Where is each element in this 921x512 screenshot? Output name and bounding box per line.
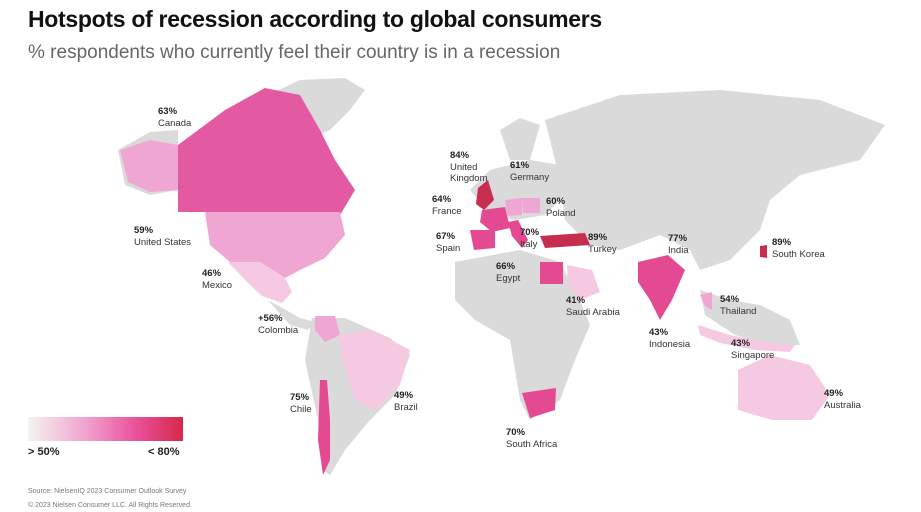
label-india-name: India — [668, 245, 689, 256]
label-poland-pct: 60% — [546, 196, 566, 207]
label-chile-name: Chile — [290, 404, 312, 415]
shape-egypt — [540, 262, 563, 284]
shape-south-korea — [760, 245, 767, 258]
label-france-pct: 64% — [432, 194, 452, 205]
asia — [545, 90, 885, 270]
legend-min-label: > 50% — [28, 446, 60, 458]
label-brazil-name: Brazil — [394, 402, 418, 413]
label-indonesia-pct: 43% — [649, 327, 669, 338]
label-thailand-name: Thailand — [720, 306, 756, 317]
legend-max-label: < 80% — [148, 446, 180, 458]
southeast-asia — [700, 290, 800, 345]
label-united-kingdom-pct: 84% — [450, 150, 470, 161]
africa — [455, 250, 590, 420]
label-australia-name: Australia — [824, 400, 862, 411]
label-turkey-pct: 89% — [588, 232, 608, 243]
label-brazil-pct: 49% — [394, 390, 414, 401]
label-singapore-name: Singapore — [731, 350, 774, 361]
label-egypt-name: Egypt — [496, 273, 521, 284]
shape-france — [480, 207, 510, 232]
shape-thailand — [700, 292, 712, 310]
label-germany-pct: 61% — [510, 160, 530, 171]
shape-turkey — [540, 233, 590, 248]
label-india-pct: 77% — [668, 233, 688, 244]
scandinavia — [500, 118, 540, 160]
shape-united-kingdom — [476, 180, 494, 210]
label-indonesia-name: Indonesia — [649, 339, 691, 350]
shape-india — [638, 255, 685, 320]
shape-germany — [505, 198, 522, 216]
label-south-korea-pct: 89% — [772, 237, 792, 248]
label-germany-name: Germany — [510, 172, 549, 183]
label-australia-pct: 49% — [824, 388, 844, 399]
label-thailand-pct: 54% — [720, 294, 740, 305]
shape-brazil — [338, 330, 410, 410]
label-egypt-pct: 66% — [496, 261, 516, 272]
legend-gradient-bar — [28, 417, 183, 441]
label-united-states-name: United States — [134, 237, 191, 248]
label-canada-name: Canada — [158, 118, 192, 129]
shape-indonesia — [698, 325, 795, 352]
label-chile-pct: 75% — [290, 392, 310, 403]
page-subtitle: % respondents who currently feel their c… — [28, 42, 561, 63]
copyright-note: © 2023 Nielsen Consumer LLC. All Rights … — [28, 502, 192, 509]
shape-australia — [738, 355, 830, 420]
label-united-states-pct: 59% — [134, 225, 154, 236]
label-singapore-pct: 43% — [731, 338, 751, 349]
shape-mexico — [228, 262, 292, 303]
source-note: Source: NielsenIQ 2023 Consumer Outlook … — [28, 488, 187, 495]
label-italy-name: Italy — [520, 239, 538, 250]
label-mexico-name: Mexico — [202, 280, 232, 291]
label-colombia-name: Colombia — [258, 325, 299, 336]
shape-spain — [470, 230, 495, 250]
label-saudi-arabia-pct: 41% — [566, 295, 586, 306]
label-turkey-name: Turkey — [588, 244, 617, 255]
label-colombia-pct: +56% — [258, 313, 283, 324]
country-labels: 63% Canada 59% United States 46% Mexico … — [134, 106, 862, 450]
label-france-name: France — [432, 206, 462, 217]
central-america — [268, 300, 315, 330]
shape-united-states — [205, 212, 345, 278]
label-south-korea-name: South Korea — [772, 249, 826, 260]
shape-south-africa — [522, 388, 556, 418]
europe — [470, 160, 565, 220]
label-united-kingdom-name: United Kingdom — [450, 162, 488, 184]
highlighted-countries — [120, 88, 830, 475]
label-saudi-arabia-name: Saudi Arabia — [566, 307, 621, 318]
label-spain-name: Spain — [436, 243, 460, 254]
shape-chile — [318, 380, 330, 475]
page-title: Hotspots of recession according to globa… — [28, 6, 602, 32]
shape-colombia — [315, 316, 340, 342]
label-italy-pct: 70% — [520, 227, 540, 238]
label-spain-pct: 67% — [436, 231, 456, 242]
shape-saudi-arabia — [567, 265, 600, 300]
label-south-africa-pct: 70% — [506, 427, 526, 438]
shape-italy — [508, 220, 528, 248]
shape-canada — [178, 88, 355, 215]
shape-alaska-us — [120, 140, 178, 192]
shape-poland — [522, 198, 540, 213]
label-mexico-pct: 46% — [202, 268, 222, 279]
label-south-africa-name: South Africa — [506, 439, 558, 450]
label-canada-pct: 63% — [158, 106, 178, 117]
label-poland-name: Poland — [546, 208, 576, 219]
